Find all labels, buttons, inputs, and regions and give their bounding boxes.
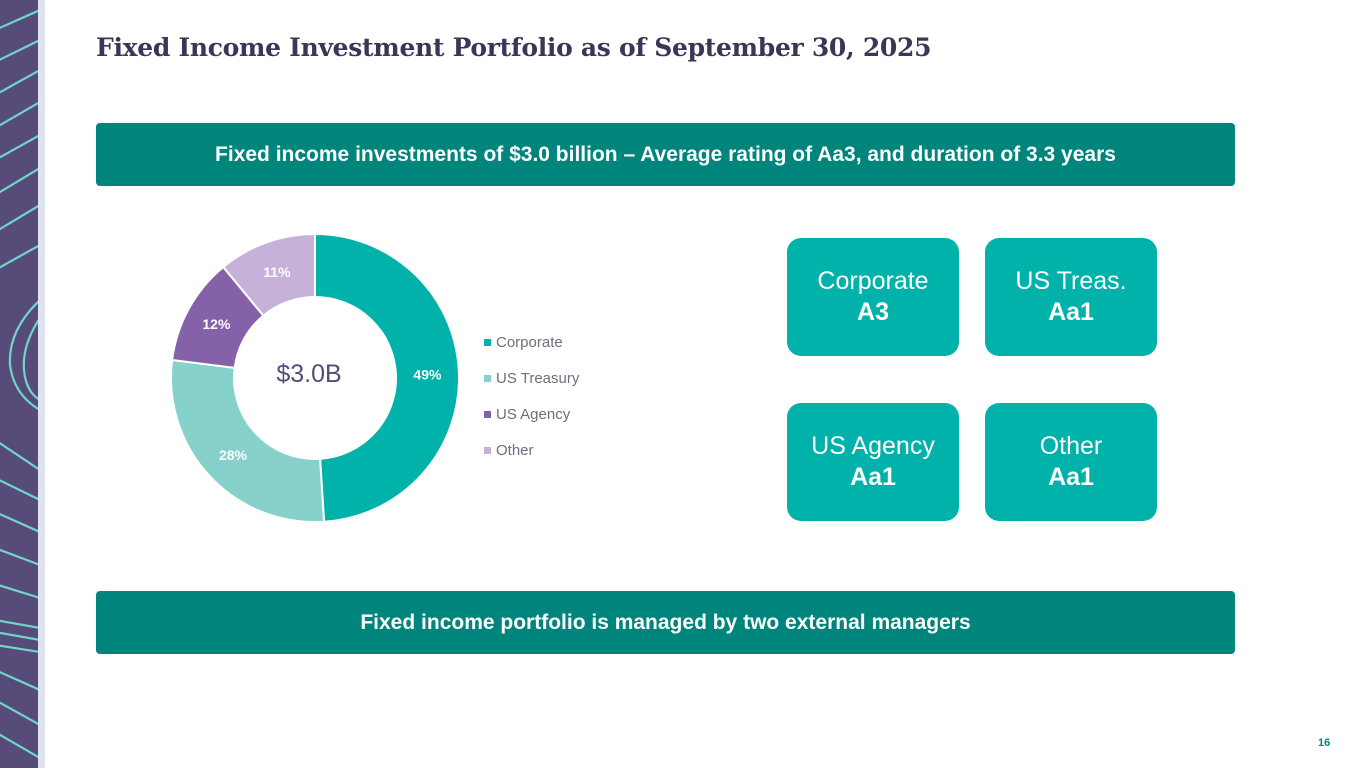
legend-label: US Agency <box>496 405 571 423</box>
rating-card-value: Aa1 <box>850 463 896 491</box>
rating-card-value: A3 <box>857 298 889 326</box>
legend-item: Other <box>484 432 579 468</box>
legend-swatch <box>484 410 491 418</box>
donut-data-label: 11% <box>263 264 291 280</box>
summary-banner-text: Fixed income investments of $3.0 billion… <box>215 142 1116 166</box>
managers-banner-text: Fixed income portfolio is managed by two… <box>360 610 971 634</box>
rating-card-us-treasury: US Treas. Aa1 <box>985 238 1157 356</box>
legend-label: Corporate <box>496 333 563 351</box>
legend-swatch <box>484 446 491 454</box>
legend-swatch <box>484 338 491 346</box>
donut-center-label: $3.0B <box>276 360 342 388</box>
rating-card-label: Other <box>1039 432 1103 460</box>
donut-slice-corporate <box>314 232 461 523</box>
rating-card-value: Aa1 <box>1048 463 1094 491</box>
page-title: Fixed Income Investment Portfolio as of … <box>96 33 932 62</box>
allocation-donut-chart: 49% 28% 12% 11% <box>170 232 461 523</box>
rating-card-value: Aa1 <box>1048 298 1094 326</box>
decorative-line-pattern <box>0 9 38 759</box>
donut-data-label: 12% <box>202 316 231 332</box>
legend-label: US Treasury <box>496 369 580 387</box>
chart-legend: Corporate US Treasury US Agency Other <box>484 324 579 468</box>
legend-item: US Treasury <box>484 360 579 396</box>
rating-card-label: US Agency <box>811 432 935 460</box>
side-band-edge <box>38 0 45 768</box>
donut-slice-other <box>221 232 316 317</box>
summary-banner: Fixed income investments of $3.0 billion… <box>96 123 1235 186</box>
legend-item: Corporate <box>484 324 579 360</box>
donut-data-label: 28% <box>219 447 248 463</box>
rating-card-us-agency: US Agency Aa1 <box>787 403 959 521</box>
rating-card-corporate: Corporate A3 <box>787 238 959 356</box>
managers-banner: Fixed income portfolio is managed by two… <box>96 591 1235 654</box>
rating-card-label: Corporate <box>817 267 929 295</box>
decorative-side-band <box>0 0 38 768</box>
legend-label: Other <box>496 441 534 459</box>
legend-swatch <box>484 374 491 382</box>
rating-card-label: US Treas. <box>1015 267 1127 295</box>
donut-slice-us-treasury <box>170 358 326 523</box>
page-number: 16 <box>1318 737 1331 749</box>
rating-card-other: Other Aa1 <box>985 403 1157 521</box>
legend-item: US Agency <box>484 396 579 432</box>
donut-data-label: 49% <box>413 366 442 382</box>
